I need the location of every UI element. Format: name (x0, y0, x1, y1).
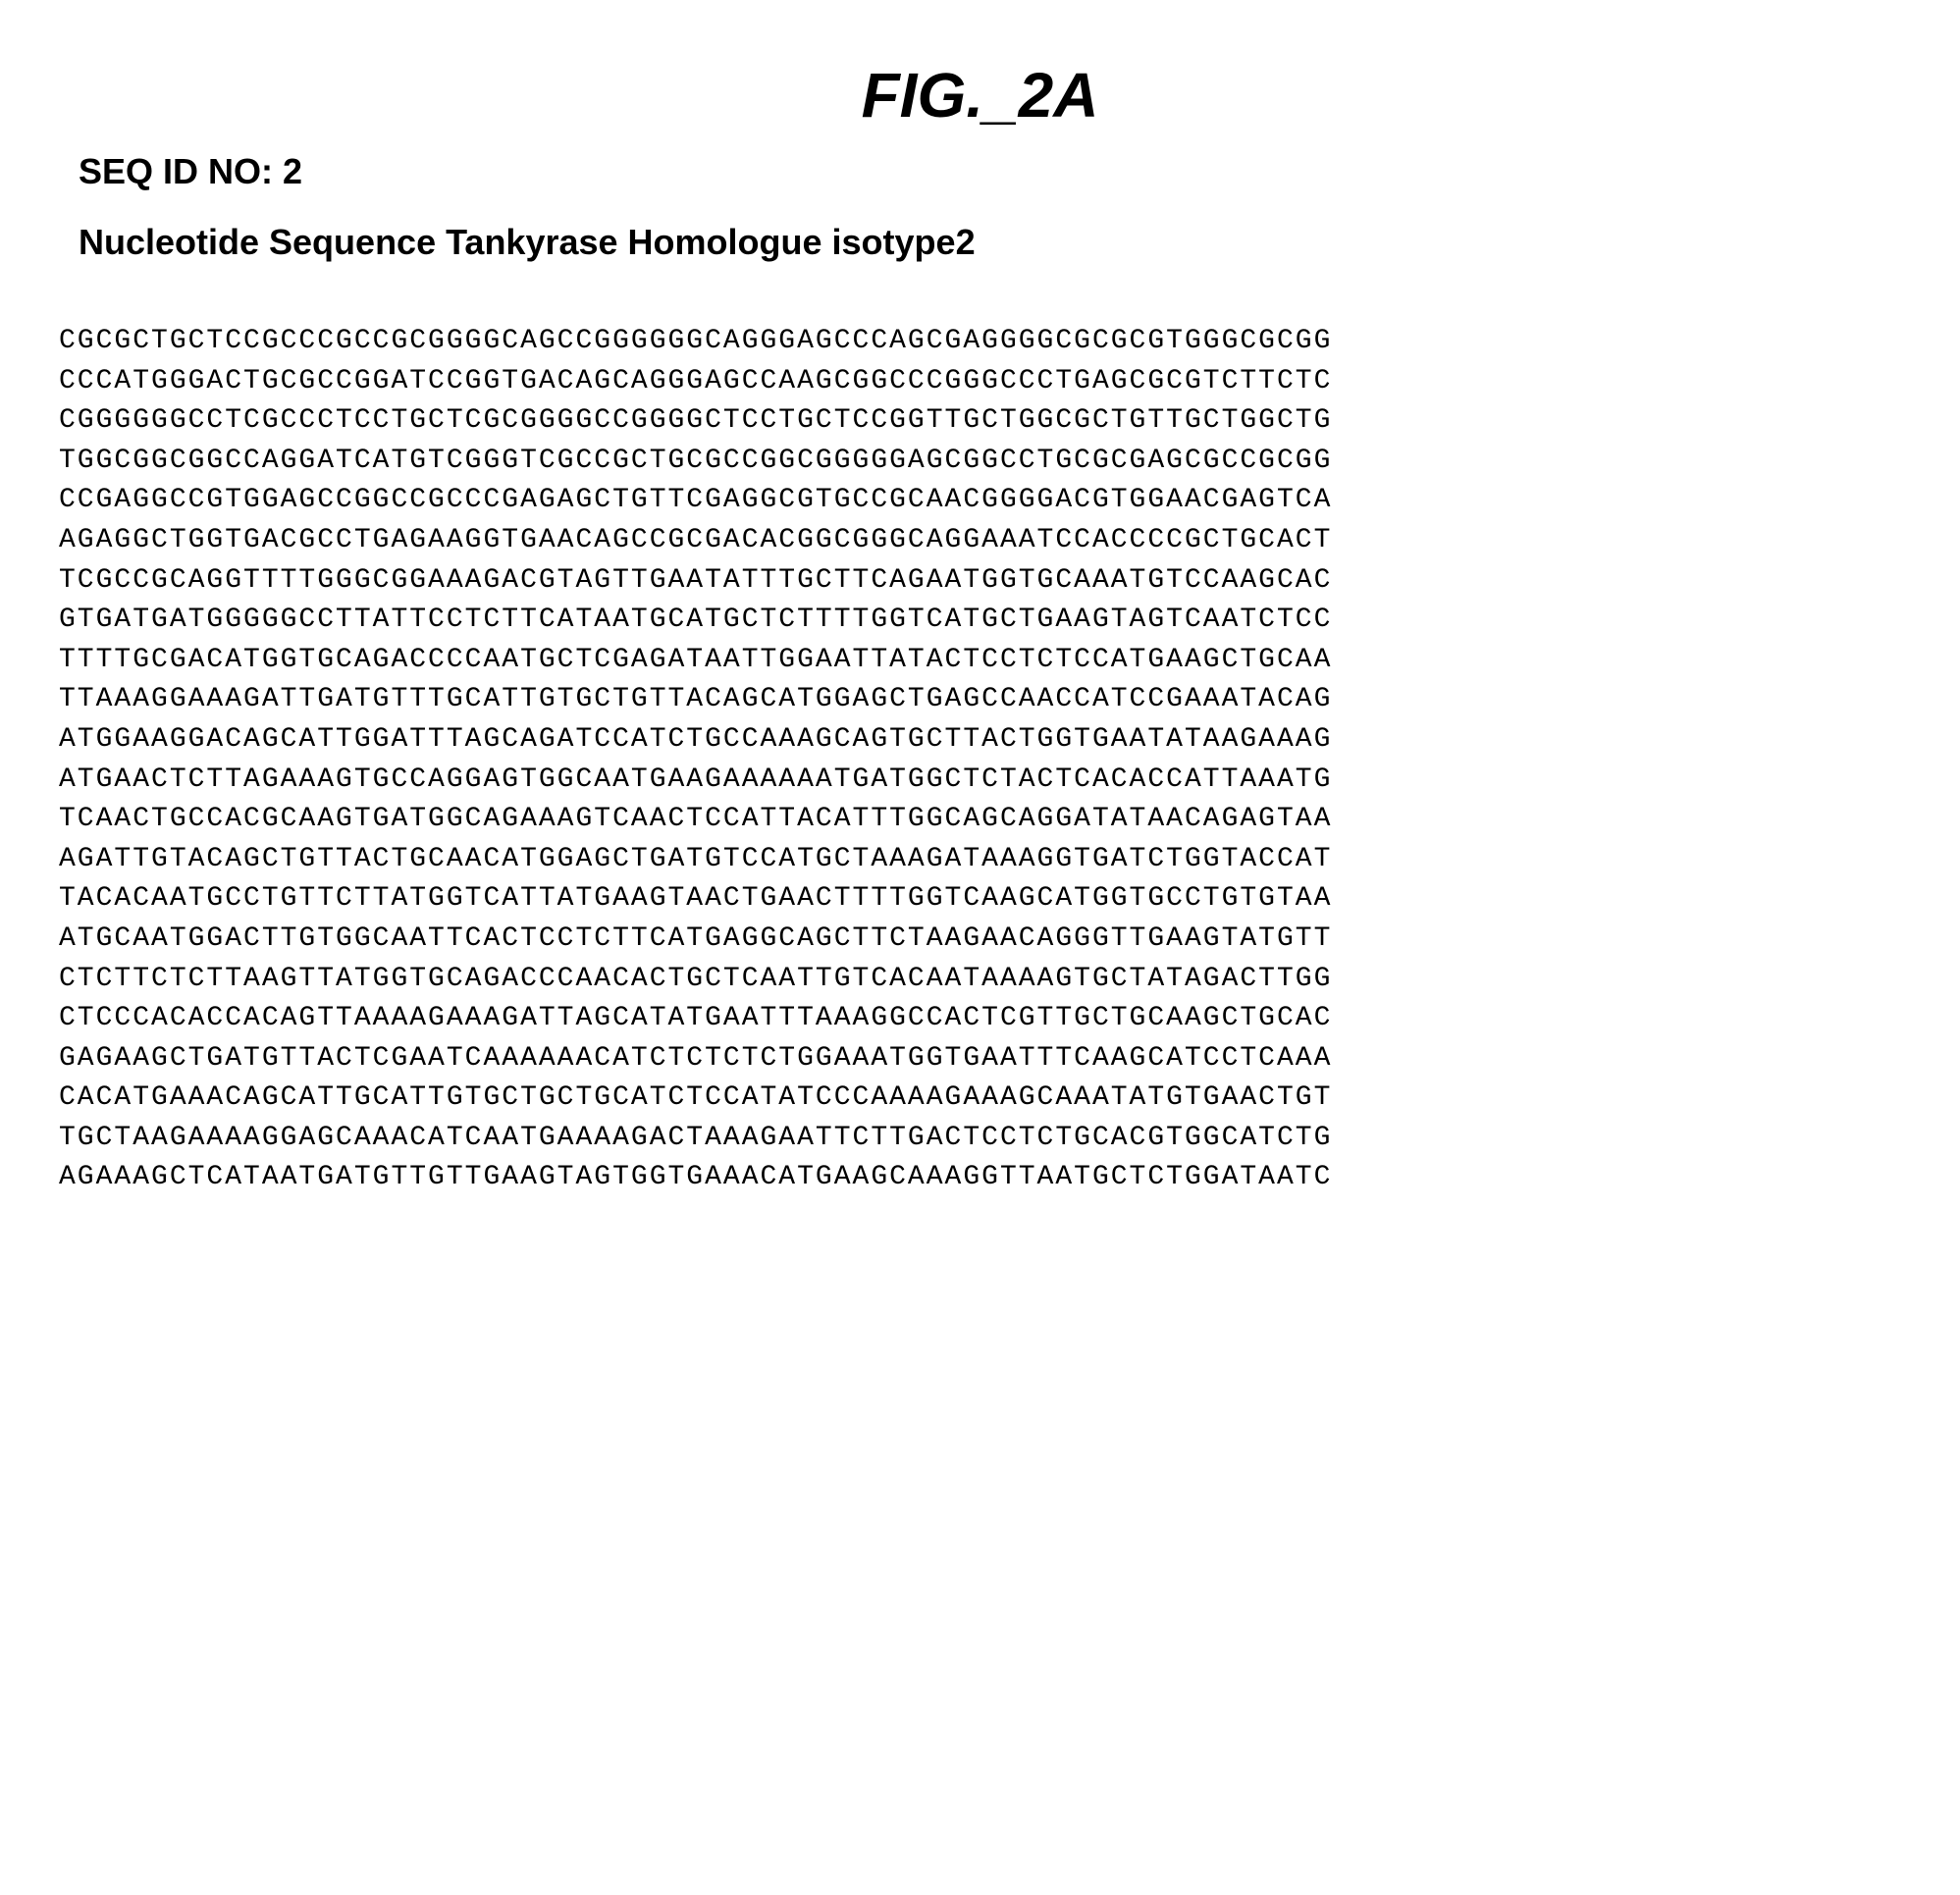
sequence-subtitle: Nucleotide Sequence Tankyrase Homologue … (79, 222, 1901, 263)
figure-title: FIG._2A (59, 59, 1901, 132)
sequence-line: ATGAACTCTTAGAAAGTGCCAGGAGTGGCAATGAAGAAAA… (59, 761, 1901, 801)
sequence-line: CGGGGGGCCTCGCCCTCCTGCTCGCGGGGCCGGGGCTCCT… (59, 401, 1901, 442)
sequence-line: TTAAAGGAAAGATTGATGTTTGCATTGTGCTGTTACAGCA… (59, 680, 1901, 720)
sequence-line: TTTTGCGACATGGTGCAGACCCCAATGCTCGAGATAATTG… (59, 641, 1901, 681)
sequence-line: AGAGGCTGGTGACGCCTGAGAAGGTGAACAGCCGCGACAC… (59, 521, 1901, 561)
sequence-block: CGCGCTGCTCCGCCCGCCGCGGGGCAGCCGGGGGGCAGGG… (59, 322, 1901, 1198)
sequence-line: GAGAAGCTGATGTTACTCGAATCAAAAAACATCTCTCTCT… (59, 1039, 1901, 1079)
sequence-line: TGCTAAGAAAAGGAGCAAACATCAATGAAAAGACTAAAGA… (59, 1119, 1901, 1159)
sequence-line: CACATGAAACAGCATTGCATTGTGCTGCTGCATCTCCATA… (59, 1079, 1901, 1119)
sequence-line: TGGCGGCGGCCAGGATCATGTCGGGTCGCCGCTGCGCCGG… (59, 442, 1901, 482)
sequence-line: CGCGCTGCTCCGCCCGCCGCGGGGCAGCCGGGGGGCAGGG… (59, 322, 1901, 362)
sequence-line: GTGATGATGGGGGCCTTATTCCTCTTCATAATGCATGCTC… (59, 601, 1901, 641)
sequence-line: CCCATGGGACTGCGCCGGATCCGGTGACAGCAGGGAGCCA… (59, 362, 1901, 402)
sequence-line: AGAAAGCTCATAATGATGTTGTTGAAGTAGTGGTGAAACA… (59, 1158, 1901, 1198)
sequence-line: AGATTGTACAGCTGTTACTGCAACATGGAGCTGATGTCCA… (59, 840, 1901, 880)
sequence-line: TCAACTGCCACGCAAGTGATGGCAGAAAGTCAACTCCATT… (59, 800, 1901, 840)
sequence-line: TCGCCGCAGGTTTTGGGCGGAAAGACGTAGTTGAATATTT… (59, 561, 1901, 602)
sequence-line: CTCCCACACCACAGTTAAAAGAAAGATTAGCATATGAATT… (59, 999, 1901, 1039)
sequence-line: CCGAGGCCGTGGAGCCGGCCGCCCGAGAGCTGTTCGAGGC… (59, 481, 1901, 521)
sequence-line: ATGCAATGGACTTGTGGCAATTCACTCCTCTTCATGAGGC… (59, 920, 1901, 960)
sequence-line: TACACAATGCCTGTTCTTATGGTCATTATGAAGTAACTGA… (59, 879, 1901, 920)
sequence-line: ATGGAAGGACAGCATTGGATTTAGCAGATCCATCTGCCAA… (59, 720, 1901, 761)
seq-id-label: SEQ ID NO: 2 (79, 151, 1901, 192)
sequence-line: CTCTTCTCTTAAGTTATGGTGCAGACCCAACACTGCTCAA… (59, 960, 1901, 1000)
